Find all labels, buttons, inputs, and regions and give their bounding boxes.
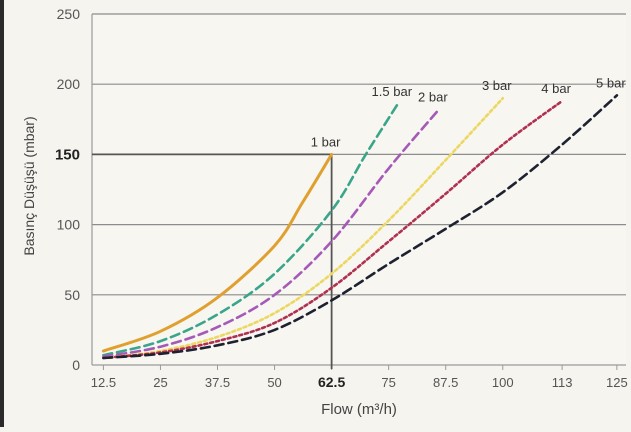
y-tick-label: 0 (72, 357, 80, 373)
x-tick-label: 12.5 (91, 375, 116, 390)
left-border (0, 0, 4, 427)
axes (91, 14, 626, 366)
y-tick-label: 250 (57, 6, 81, 22)
x-tick-label: 87.5 (433, 375, 458, 390)
y-tick-label: 200 (57, 76, 81, 92)
x-tick-labels: 12.5 25 37.5 50 62.5 75 87.5 100 113 125 (91, 365, 628, 390)
x-tick-label: 37.5 (205, 375, 230, 390)
series-label-2-bar: 2 bar (418, 89, 448, 104)
series-label-3-bar: 3 bar (482, 78, 512, 93)
x-tick-label: 113 (552, 375, 573, 390)
x-axis-title: Flow (m³/h) (321, 401, 397, 418)
series-line-4-bar (102, 99, 564, 360)
series-label-5-bar: 5 bar (596, 75, 626, 90)
highlight-lines (92, 153, 333, 369)
x-tick-label: 75 (381, 375, 395, 390)
x-tick-label: 50 (267, 375, 281, 390)
series-lines (101, 94, 619, 360)
y-axis-title: Basınç Düşüşü (mbar) (21, 116, 37, 255)
series-label-1-5-bar: 1.5 bar (372, 84, 413, 99)
x-tick-label: 100 (492, 375, 514, 390)
x-tick-label: 25 (153, 375, 167, 390)
series-line-1-5-bar (102, 102, 400, 357)
series-line-3-bar (102, 96, 505, 360)
series-label-4-bar: 4 bar (541, 81, 571, 96)
series-line-5-bar (102, 94, 619, 360)
y-tick-label: 150 (55, 146, 80, 163)
y-tick-label: 50 (64, 287, 80, 303)
series-labels: 1 bar 1.5 bar 2 bar 3 bar 4 bar 5 bar (311, 75, 627, 149)
x-tick-label: 125 (606, 375, 628, 390)
series-line-2-bar (102, 108, 441, 358)
series-label-1-bar: 1 bar (311, 134, 341, 149)
series-line-1-bar (101, 152, 334, 353)
x-tick-label: 62.5 (318, 374, 345, 390)
y-tick-label: 100 (57, 217, 81, 233)
plot-area (92, 14, 626, 365)
y-tick-labels: 0 50 100 150 200 250 (55, 6, 80, 373)
